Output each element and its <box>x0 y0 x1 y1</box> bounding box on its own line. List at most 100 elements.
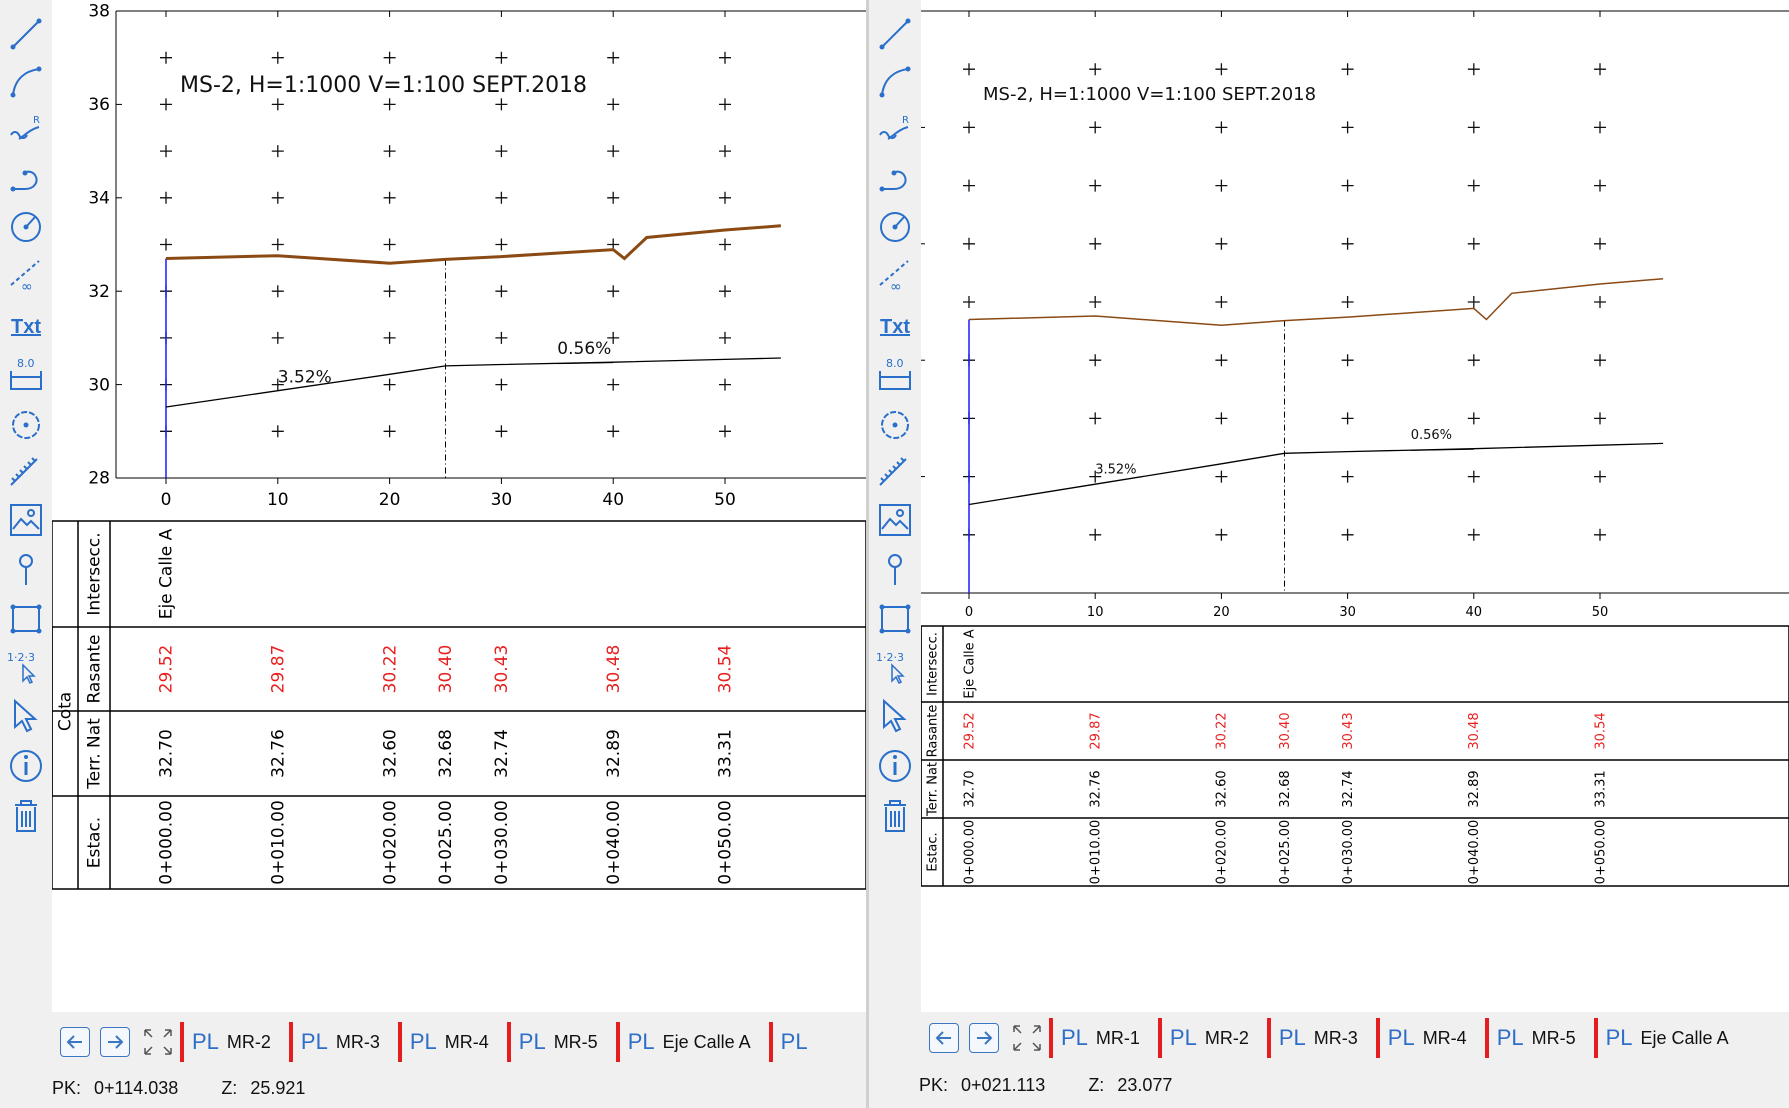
pk-value: 0+021.113 <box>961 1075 1046 1095</box>
ruler-tool[interactable] <box>4 450 48 494</box>
pin-icon <box>888 554 902 585</box>
numbering-tool[interactable]: 1·2·3 <box>873 644 917 688</box>
y-tick-label: 38 <box>88 2 110 22</box>
profile-tab[interactable]: PL MR-4 <box>397 1022 497 1062</box>
y-tick-label: 32 <box>88 282 110 302</box>
grid-cross <box>719 145 731 158</box>
circle-tool-tool[interactable] <box>873 204 917 248</box>
spiral-tool[interactable] <box>873 156 917 200</box>
dimension-tool-tool[interactable]: 8.0 <box>4 352 48 396</box>
dimension-tool-tool[interactable]: 8.0 <box>873 352 917 396</box>
fit-view-button[interactable] <box>1009 1023 1045 1053</box>
pointer-tool[interactable] <box>4 694 48 738</box>
grid-cross <box>607 51 620 64</box>
select-box-tool[interactable] <box>873 596 917 640</box>
next-button[interactable] <box>100 1027 130 1057</box>
profile-tab[interactable]: PL MR-5 <box>1484 1018 1584 1058</box>
pin-tool[interactable] <box>4 548 48 592</box>
grid-cross <box>719 378 731 391</box>
prev-button[interactable] <box>60 1027 90 1057</box>
axis-frame <box>115 11 866 479</box>
spiral-tool[interactable] <box>4 156 48 200</box>
estac-value: 0+050.00 <box>1593 820 1608 885</box>
fit-view-button[interactable] <box>140 1027 176 1057</box>
grid-cross <box>719 285 731 298</box>
curve-radius-icon: R <box>10 115 40 140</box>
info-icon <box>10 750 42 782</box>
x-tick-label: 20 <box>1213 605 1230 620</box>
infinite-line-tool[interactable]: ∞ <box>873 254 917 298</box>
infinite-line-icon: ∞ <box>10 260 40 295</box>
terr-nat-value: 32.76 <box>1089 770 1104 807</box>
info-tool[interactable] <box>4 744 48 788</box>
profile-tab[interactable]: PL MR-3 <box>288 1022 388 1062</box>
grid-cross <box>383 191 396 204</box>
text-tool-tool[interactable]: Txt <box>873 305 917 349</box>
profile-tab[interactable]: PL <box>768 1022 824 1062</box>
gear-circle-tool[interactable] <box>4 402 48 446</box>
profile-tab[interactable]: PL MR-4 <box>1375 1018 1475 1058</box>
line-tool[interactable] <box>4 12 48 56</box>
trash-tool[interactable] <box>873 794 917 838</box>
polyline-tool[interactable] <box>873 60 917 104</box>
num-label: 1·2·3 <box>7 651 35 664</box>
pane-divider[interactable] <box>866 0 869 1108</box>
curve-radius-tool[interactable]: R <box>4 108 48 152</box>
ruler-tool[interactable] <box>873 450 917 494</box>
pk-label: PK: <box>919 1075 949 1095</box>
grid-cross <box>1341 237 1354 250</box>
pl-label: PL <box>409 1029 437 1054</box>
gear-circle-tool[interactable] <box>873 402 917 446</box>
svg-text:R: R <box>33 115 40 126</box>
terr-nat-value: 32.74 <box>1341 770 1356 807</box>
profile-tab[interactable]: PL MR-1 <box>1049 1018 1148 1058</box>
trash-tool[interactable] <box>4 794 48 838</box>
line-tool[interactable] <box>873 12 917 56</box>
ruler-icon <box>10 457 38 486</box>
image-tool[interactable] <box>4 498 48 542</box>
spiral-icon <box>10 170 38 192</box>
infinite-line-tool[interactable]: ∞ <box>4 254 48 298</box>
next-button[interactable] <box>969 1023 999 1053</box>
tab-name: Eje Calle A <box>662 1031 751 1052</box>
spiral-icon <box>879 170 907 192</box>
select-box-tool[interactable] <box>4 596 48 640</box>
curve-radius-tool[interactable]: R <box>873 108 917 152</box>
estac-value: 0+000.00 <box>962 820 977 885</box>
profile-tab[interactable]: PL MR-3 <box>1266 1018 1366 1058</box>
estac-value: 0+030.00 <box>492 800 512 885</box>
grid-cross <box>1467 354 1480 367</box>
grid-cross <box>1341 412 1354 425</box>
grid-cross <box>1467 121 1480 134</box>
circle-tool-tool[interactable] <box>4 204 48 248</box>
trash-icon <box>884 800 906 832</box>
grid-cross <box>1215 412 1228 425</box>
profile-tab[interactable]: PL Eje Calle A <box>1593 1018 1737 1058</box>
prev-button[interactable] <box>929 1023 959 1053</box>
terr-nat-value: 32.60 <box>380 729 400 778</box>
drawing-toolbar: R ∞ Txt 8.0 1·2·3 <box>869 0 921 960</box>
polyline-tool[interactable] <box>4 60 48 104</box>
info-tool[interactable] <box>873 744 917 788</box>
text-tool-tool[interactable]: Txt <box>4 305 48 349</box>
pointer-tool[interactable] <box>873 694 917 738</box>
grid-cross <box>1594 354 1606 367</box>
profile-tab[interactable]: PL MR-2 <box>1157 1018 1257 1058</box>
grid-cross <box>1215 528 1228 541</box>
image-tool[interactable] <box>873 498 917 542</box>
numbering-tool[interactable]: 1·2·3 <box>4 644 48 688</box>
profile-tab[interactable]: PL Eje Calle A <box>615 1022 759 1062</box>
profile-tab[interactable]: PL MR-5 <box>506 1022 606 1062</box>
grid-cross <box>495 145 508 158</box>
x-tick-label: 30 <box>1339 605 1356 620</box>
profile-table <box>51 520 866 890</box>
pin-tool[interactable] <box>873 548 917 592</box>
arrow-right-icon <box>977 1031 993 1045</box>
tab-name: MR-5 <box>553 1031 598 1052</box>
profile-tab[interactable]: PL MR-2 <box>180 1022 279 1062</box>
grid-cross <box>719 238 731 251</box>
